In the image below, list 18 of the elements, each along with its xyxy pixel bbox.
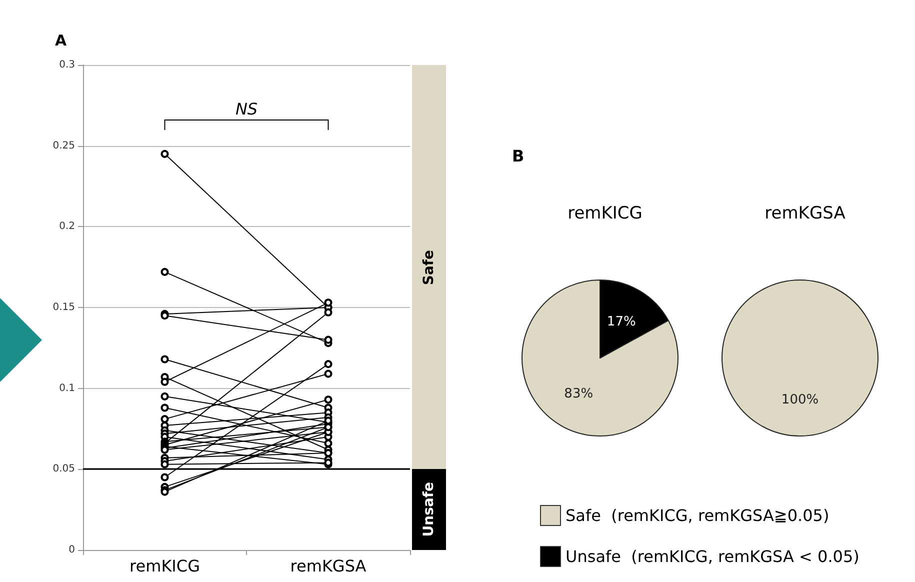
y-tick-label: 0.05 <box>52 464 75 475</box>
y-tick-label: 0.1 <box>59 382 75 394</box>
annotation: NS <box>235 100 258 118</box>
legend-label: Unsafe (remKICG, remKGSA < 0.05) <box>566 547 860 566</box>
y-tick-label: 0.25 <box>52 140 75 152</box>
data-label: 83% <box>564 386 594 402</box>
zone-scale-strip: Safe Unsafe <box>412 65 446 550</box>
legend-label: Safe (remKICG, remKGSA≧0.05) <box>566 506 830 525</box>
chart-title: A <box>55 32 67 50</box>
data-label: 100% <box>781 392 819 408</box>
chart-title: remKICG <box>568 204 642 224</box>
y-tick-label: 0.2 <box>59 221 75 232</box>
chart-title: remKGSA <box>764 204 846 224</box>
y-tick-label: 0 <box>68 544 75 556</box>
text: B <box>512 146 524 166</box>
y-tick-label: 0.15 <box>52 302 75 313</box>
y-tick-label: 0.3 <box>59 60 75 70</box>
data-label: 17% <box>606 314 636 330</box>
